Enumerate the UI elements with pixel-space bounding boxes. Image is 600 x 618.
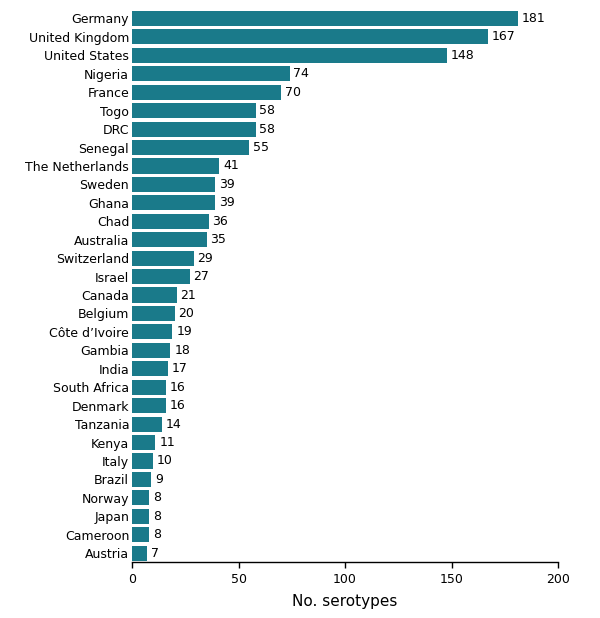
X-axis label: No. serotypes: No. serotypes xyxy=(292,594,398,609)
Text: 8: 8 xyxy=(153,528,161,541)
Text: 41: 41 xyxy=(223,159,239,172)
Bar xyxy=(132,177,215,192)
Bar xyxy=(132,30,488,44)
Text: 20: 20 xyxy=(178,307,194,320)
Bar xyxy=(132,362,168,376)
Bar xyxy=(132,158,220,174)
Text: 58: 58 xyxy=(259,122,275,135)
Bar xyxy=(132,232,206,247)
Bar xyxy=(132,398,166,413)
Text: 27: 27 xyxy=(193,270,209,283)
Bar xyxy=(132,140,249,155)
Text: 7: 7 xyxy=(151,547,159,560)
Bar xyxy=(132,379,166,395)
Text: 55: 55 xyxy=(253,141,269,154)
Text: 167: 167 xyxy=(491,30,515,43)
Bar xyxy=(132,527,149,542)
Bar xyxy=(132,195,215,210)
Text: 29: 29 xyxy=(197,252,214,265)
Bar xyxy=(132,103,256,118)
Text: 19: 19 xyxy=(176,326,192,339)
Bar xyxy=(132,251,194,266)
Bar xyxy=(132,85,281,99)
Text: 18: 18 xyxy=(174,344,190,357)
Text: 39: 39 xyxy=(219,178,235,191)
Bar xyxy=(132,546,147,561)
Text: 17: 17 xyxy=(172,362,188,375)
Text: 70: 70 xyxy=(285,86,301,99)
Text: 39: 39 xyxy=(219,197,235,210)
Bar xyxy=(132,472,151,487)
Bar xyxy=(132,417,162,431)
Bar xyxy=(132,343,170,358)
Bar xyxy=(132,306,175,321)
Text: 8: 8 xyxy=(153,491,161,504)
Text: 36: 36 xyxy=(212,215,228,228)
Bar xyxy=(132,435,155,450)
Text: 9: 9 xyxy=(155,473,163,486)
Text: 35: 35 xyxy=(211,233,226,246)
Bar xyxy=(132,11,518,26)
Bar xyxy=(132,48,447,63)
Bar xyxy=(132,214,209,229)
Text: 58: 58 xyxy=(259,104,275,117)
Text: 16: 16 xyxy=(170,381,185,394)
Text: 21: 21 xyxy=(181,289,196,302)
Text: 148: 148 xyxy=(451,49,475,62)
Bar xyxy=(132,324,172,339)
Text: 74: 74 xyxy=(293,67,310,80)
Bar xyxy=(132,509,149,524)
Bar xyxy=(132,66,290,82)
Bar xyxy=(132,122,256,137)
Text: 181: 181 xyxy=(521,12,545,25)
Bar xyxy=(132,454,154,468)
Text: 14: 14 xyxy=(166,418,181,431)
Bar xyxy=(132,269,190,284)
Text: 10: 10 xyxy=(157,454,173,467)
Text: 8: 8 xyxy=(153,510,161,523)
Text: 16: 16 xyxy=(170,399,185,412)
Text: 11: 11 xyxy=(159,436,175,449)
Bar xyxy=(132,287,177,303)
Bar xyxy=(132,490,149,506)
